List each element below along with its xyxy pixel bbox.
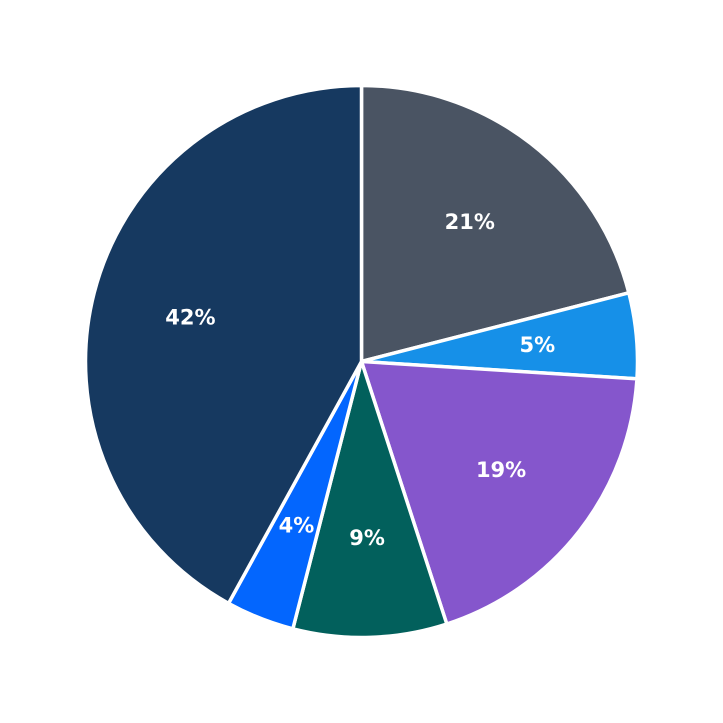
pie-slice-4 [291, 359, 449, 640]
pie-slice-label-1: 21% [445, 210, 495, 234]
pie-slice-label-4: 9% [349, 526, 385, 550]
pie-slices [83, 83, 640, 640]
pie-slice-6 [83, 83, 364, 606]
pie-labels: 21% 5% 19% 9% 4% 42% [165, 210, 555, 550]
pie-slice-label-5: 4% [279, 514, 315, 538]
pie-slice-label-2: 5% [520, 333, 556, 357]
pie-slice-1 [359, 83, 631, 364]
pie-slice-3 [359, 359, 639, 626]
pie-slice-label-3: 19% [476, 458, 526, 482]
pie-slice-label-6: 42% [165, 306, 215, 330]
